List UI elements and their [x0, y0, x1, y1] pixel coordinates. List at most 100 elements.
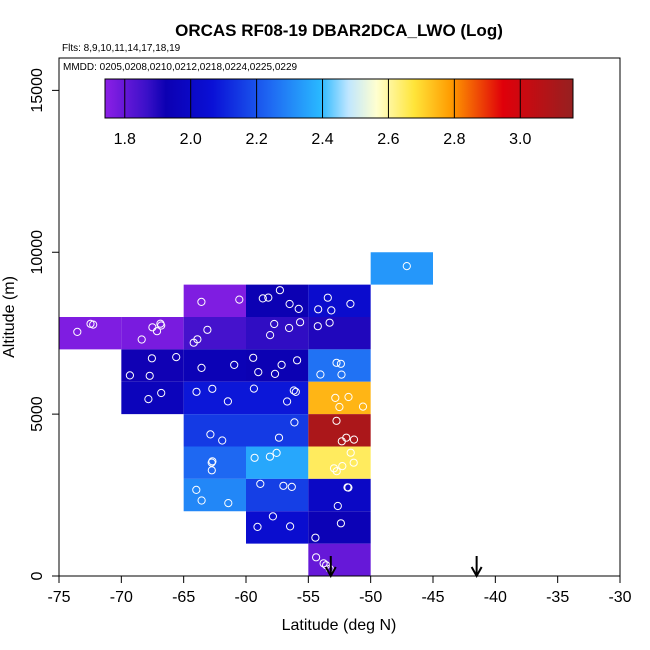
sample-point [336, 359, 345, 368]
x-tick-label: -75 [47, 589, 70, 606]
x-axis: -75 -70 -65 -60 -55 -50 -45 -40 -35 -30 [47, 576, 632, 606]
sample-point [337, 370, 346, 379]
x-tick-label: -40 [484, 589, 507, 606]
heatmap-cell [183, 349, 246, 382]
sample-point [137, 335, 146, 344]
heatmap-cell [246, 414, 309, 447]
heatmap-cell [308, 478, 371, 512]
sample-point [264, 293, 273, 302]
sample-point [192, 485, 201, 494]
heatmap-cell [121, 317, 184, 350]
y-axis: 0 5000 10000 15000 [29, 68, 59, 580]
heatmap-cell [308, 511, 371, 544]
sample-point [256, 479, 265, 488]
sample-point [266, 331, 275, 340]
sample-point [290, 418, 299, 427]
sample-point [172, 353, 181, 362]
sample-point [197, 496, 206, 505]
sample-point [275, 286, 284, 295]
sample-point [283, 397, 292, 406]
sample-point [277, 360, 286, 369]
sample-point [323, 293, 332, 302]
sample-point [235, 295, 244, 304]
heatmap-cell [308, 543, 371, 576]
arrow-head [324, 566, 337, 579]
sample-point [329, 464, 339, 473]
sample-point [285, 323, 294, 333]
x-tick-label: -60 [234, 589, 257, 606]
x-tick-label: -70 [110, 589, 133, 606]
heatmap-cell [183, 381, 246, 415]
sample-point [73, 327, 82, 336]
sample-point [296, 318, 305, 327]
sample-point [294, 304, 303, 313]
sample-point [272, 448, 281, 457]
heatmap-cell [246, 478, 309, 512]
sample-point [157, 321, 166, 330]
sample-point [332, 467, 341, 476]
sample-point [254, 368, 263, 377]
sample-point [203, 325, 212, 334]
heatmap-cell [183, 478, 246, 512]
sample-point [147, 354, 156, 363]
arrow-head [470, 566, 483, 579]
sample-point [86, 319, 95, 328]
flights-label: Flts: 8,9,10,11,14,17,18,19 [62, 43, 181, 54]
heatmap-cell [183, 414, 246, 447]
sample-point [279, 481, 288, 490]
sample-point [344, 392, 353, 402]
heatmap-cell [246, 349, 309, 382]
x-tick-label: -65 [172, 589, 195, 606]
heatmap-cell [308, 284, 371, 317]
sample-point [293, 356, 302, 365]
heatmap-cell [183, 284, 246, 317]
sample-point [311, 533, 320, 542]
sample-point [207, 458, 216, 467]
colorbar-ticks: 1.8 2.0 2.2 2.4 2.6 2.8 3.0 [114, 79, 531, 148]
sample-point [223, 397, 232, 406]
colorbar-tick-label: 2.6 [377, 131, 399, 148]
sample-point [332, 416, 341, 425]
sample-point [327, 306, 336, 315]
sample-point [349, 435, 359, 444]
sample-point [291, 387, 300, 396]
sample-point [335, 402, 344, 412]
sample-point [265, 452, 274, 461]
sample-point [346, 299, 355, 308]
sample-point [358, 402, 368, 411]
x-tick-label: -55 [297, 589, 320, 606]
sample-point [325, 318, 334, 327]
sample-point [332, 358, 341, 367]
heatmap-cell [308, 317, 371, 350]
heatmap-cells [59, 252, 433, 576]
colorbar-tick-label: 2.0 [180, 131, 202, 148]
sample-point [208, 457, 217, 466]
sample-point [336, 519, 345, 528]
colorbar-tick-label: 3.0 [509, 131, 531, 148]
colorbar-tick-label: 1.8 [114, 131, 136, 148]
sample-point [145, 371, 154, 380]
sample-point [287, 482, 296, 491]
colorbar-tick-label: 2.8 [443, 131, 465, 148]
sample-point [333, 501, 342, 511]
sample-point [316, 370, 325, 379]
sample-point [319, 559, 328, 568]
heatmap-cell [121, 381, 184, 415]
heatmap-cell [246, 284, 309, 317]
sample-point [250, 453, 259, 462]
y-tick-label: 15000 [29, 68, 46, 113]
sample-point [224, 499, 233, 508]
colorbar-tick-label: 2.2 [245, 131, 267, 148]
y-tick-label: 0 [29, 571, 46, 580]
sample-point [189, 338, 198, 347]
sample-point [258, 294, 267, 303]
sample-point [253, 522, 262, 532]
sample-point [349, 458, 358, 467]
x-tick-label: -35 [546, 589, 569, 606]
y-tick-label: 10000 [29, 230, 46, 275]
x-tick-label: -45 [421, 589, 444, 606]
sample-point [270, 319, 279, 329]
sample-point [125, 371, 134, 380]
sample-point [249, 353, 258, 362]
